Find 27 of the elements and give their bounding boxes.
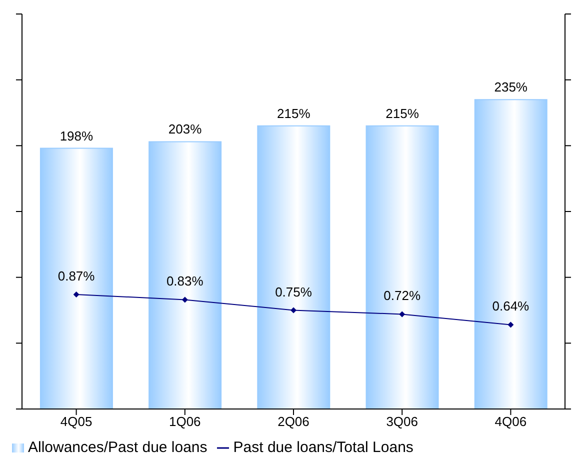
- data-label: 0.64%: [492, 298, 530, 314]
- bar: [474, 99, 548, 409]
- legend-label: Past due loans/Total Loans: [233, 439, 414, 456]
- data-label: 215%: [386, 106, 420, 121]
- data-label: 198%: [60, 128, 94, 144]
- x-tick-label: 1Q06: [168, 414, 201, 430]
- data-label: 215%: [277, 106, 311, 121]
- bar: [366, 125, 439, 409]
- data-label: 0.72%: [384, 288, 421, 304]
- point: [290, 307, 296, 314]
- point: [508, 322, 514, 328]
- data-label: 235%: [494, 80, 528, 95]
- x-tick-label: 4Q06: [494, 414, 527, 430]
- x-tick-label: 4Q05: [60, 414, 92, 430]
- legend-label: Allowances/Past due loans: [28, 439, 208, 456]
- point: [73, 291, 80, 298]
- data-label: 203%: [168, 122, 202, 137]
- bar: [40, 148, 113, 409]
- bar: [148, 141, 222, 409]
- data-label: 0.75%: [275, 284, 312, 300]
- data-label: 0.87%: [58, 268, 96, 284]
- data-label: 0.83%: [166, 274, 204, 289]
- x-tick-label: 2Q06: [278, 414, 310, 430]
- point: [399, 311, 406, 318]
- point: [182, 296, 188, 303]
- bar: [257, 125, 330, 409]
- x-tick-label: 3Q06: [386, 414, 418, 430]
